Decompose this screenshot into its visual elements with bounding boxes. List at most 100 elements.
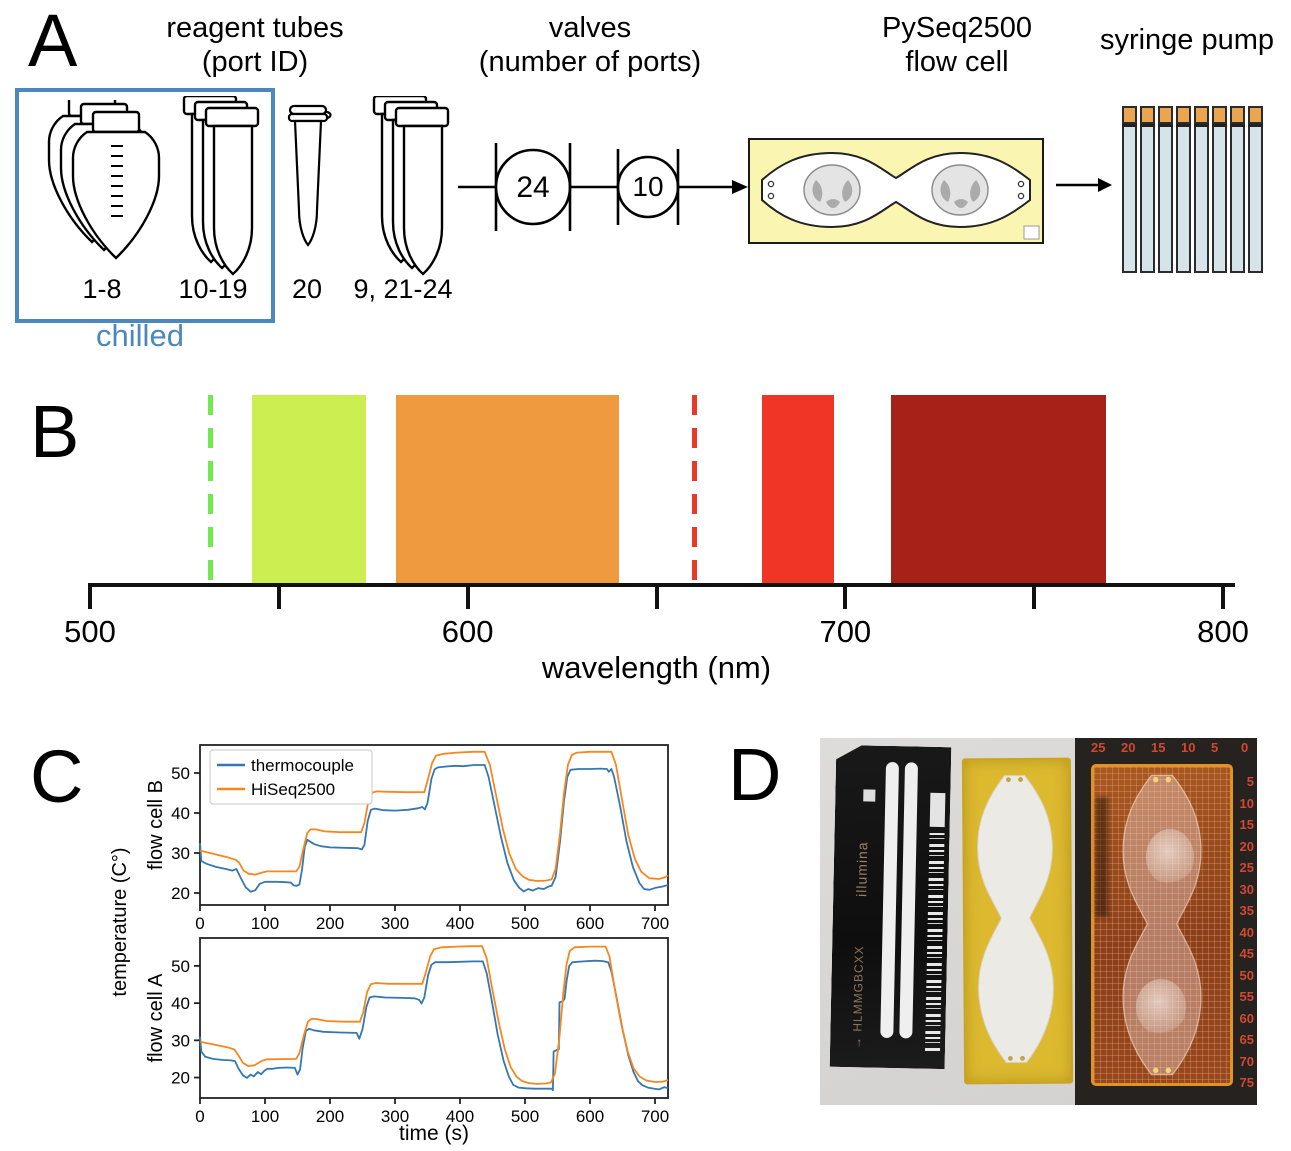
flowcell-photo: illumina → HLMMGBCXX xyxy=(820,738,1257,1105)
photo-yellow-flowcell xyxy=(961,757,1074,1085)
axis-tick-label-800: 800 xyxy=(1197,614,1249,649)
ruler-top-label-0: 0 xyxy=(1241,740,1249,755)
axis-tick-800 xyxy=(1221,583,1225,609)
flow-cell-B-temperature-series-thermocouple xyxy=(199,764,669,893)
ruler-side-label-35: 35 xyxy=(1239,903,1254,918)
valve-arrow-icon xyxy=(732,180,748,194)
syringe-body xyxy=(1176,127,1191,273)
x-tick-label: 100 xyxy=(251,1107,279,1126)
ruler-side-label-25: 25 xyxy=(1239,860,1254,875)
flow-cell-b-axis-label: flow cell B xyxy=(145,780,167,870)
ruler-side-label-20: 20 xyxy=(1239,838,1254,854)
emission-band-farred-emission xyxy=(890,395,1106,583)
illumina-serial-text: → HLMMGBCXX xyxy=(850,945,867,1050)
flowcell-lane-blob-left xyxy=(803,164,861,216)
syringe-icon xyxy=(1212,106,1227,273)
syringe-plunger-line xyxy=(1140,124,1155,127)
flowcell-schematic-drawing xyxy=(761,151,1040,240)
syringe-body xyxy=(1194,127,1209,273)
time-axis-label: time (s) xyxy=(399,1122,469,1145)
amber-blob-top xyxy=(1146,829,1194,885)
port-label-10-19: 10-19 xyxy=(178,274,248,304)
syringe-body xyxy=(1212,127,1227,273)
flowcell-ports xyxy=(767,180,1025,200)
valves-title: valves xyxy=(548,12,632,44)
panel-d-label: D xyxy=(728,733,782,816)
chilled-box xyxy=(15,88,275,323)
y-tick-label: 40 xyxy=(171,804,190,823)
syringe-icon xyxy=(1176,106,1191,273)
axis-tick-label-700: 700 xyxy=(819,614,872,649)
flowcell-corner-mark xyxy=(1023,225,1040,240)
axis-tick-650 xyxy=(654,583,659,609)
syringe-body xyxy=(1230,127,1245,273)
x-tick-label: 400 xyxy=(446,914,474,933)
syringe-icon xyxy=(1158,106,1173,273)
x-tick-label: 0 xyxy=(195,1107,204,1126)
syringe-cap xyxy=(1212,106,1227,124)
legend-label-thermocouple: thermocouple xyxy=(251,756,354,775)
port-label-20: 20 xyxy=(291,274,323,304)
valve-10-ports: 10 xyxy=(632,171,663,202)
ruler-side-label-60: 60 xyxy=(1239,1010,1254,1026)
y-tick-label: 40 xyxy=(171,994,190,1013)
axis-tick-550 xyxy=(276,583,281,609)
ruler-top-label-5: 5 xyxy=(1211,740,1219,755)
amber-flowcell-channel xyxy=(1122,774,1202,1076)
x-tick-label: 400 xyxy=(446,1107,474,1126)
ruler-side-label-10: 10 xyxy=(1239,795,1254,811)
reagent-tubes-subtitle: (port ID) xyxy=(201,46,309,78)
illumina-fiducial-square xyxy=(863,789,875,801)
syringe-cap xyxy=(1230,106,1245,124)
x-tick-label: 700 xyxy=(641,1107,669,1126)
emission-band-orange-emission xyxy=(395,395,619,583)
ruler-side-label-45: 45 xyxy=(1239,946,1254,961)
x-tick-label: 0 xyxy=(195,914,204,933)
syringe-body xyxy=(1122,127,1137,273)
amber-blob-bottom xyxy=(1136,979,1186,1035)
x-tick-label: 200 xyxy=(316,914,344,933)
laser-line-green-laser xyxy=(208,395,214,583)
flowcell-lane-blob-right xyxy=(931,164,989,216)
flowcell-schematic xyxy=(748,138,1044,244)
photo-dark-section: 25 20 15 10 5 0 5 10 15 20 25 30 35 40 45 50 55 60 65 70 75 xyxy=(1075,738,1257,1105)
valves-subtitle: (number of ports) xyxy=(478,46,702,78)
temperature-axis-label: temperature (C°) xyxy=(110,847,131,996)
y-tick-label: 50 xyxy=(171,764,190,783)
ruler-side-label-55: 55 xyxy=(1239,989,1254,1004)
syringe-icon xyxy=(1230,106,1245,273)
ruler-top-label-15: 15 xyxy=(1151,740,1166,755)
x-tick-label: 500 xyxy=(511,1107,539,1126)
syringe-plunger-line xyxy=(1122,124,1137,127)
ruler-top-label-20: 20 xyxy=(1121,740,1136,755)
illumina-brand-text: illumina xyxy=(853,841,871,898)
conical-tubes2-icon xyxy=(372,96,450,276)
y-tick-label: 20 xyxy=(171,1069,190,1088)
syringe-cap xyxy=(1248,106,1263,124)
reagent-tubes-title: reagent tubes xyxy=(166,12,344,44)
amber-marker-smudge xyxy=(1096,797,1108,917)
emission-band-green-emission xyxy=(252,395,366,583)
flow-cell-a-axis-label: flow cell A xyxy=(145,973,167,1063)
emission-band-red-emission xyxy=(762,395,834,583)
ruler-side-label-40: 40 xyxy=(1239,924,1254,940)
syringe-cap xyxy=(1158,106,1173,124)
photo-amber-flowcell xyxy=(1091,764,1233,1086)
syringe-icon xyxy=(1122,106,1137,273)
syringe-pump xyxy=(1122,106,1263,273)
syringe-plunger-line xyxy=(1176,124,1191,127)
syringe-cap xyxy=(1176,106,1191,124)
x-tick-label: 300 xyxy=(381,914,409,933)
x-tick-label: 300 xyxy=(381,1107,409,1126)
x-tick-label: 600 xyxy=(576,914,604,933)
photo-illumina-flowcell: illumina → HLMMGBCXX xyxy=(830,745,952,1069)
legend-box xyxy=(209,749,373,805)
syringe-body xyxy=(1140,127,1155,273)
axis-tick-label-500: 500 xyxy=(64,614,116,649)
axis-tick-700 xyxy=(843,583,848,609)
ruler-top-label-25: 25 xyxy=(1091,740,1106,755)
flow-cell-A-temperature-frame xyxy=(199,937,669,1099)
port-label-1-8: 1-8 xyxy=(82,274,122,304)
